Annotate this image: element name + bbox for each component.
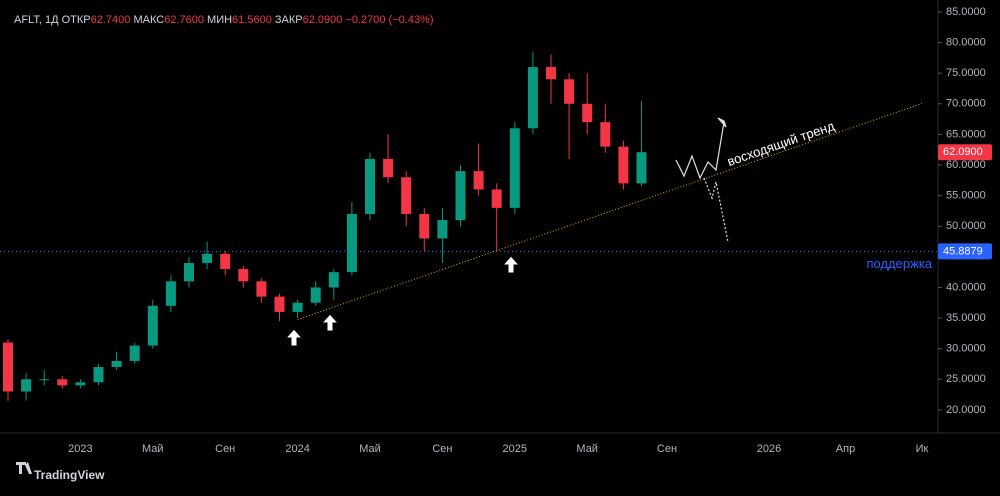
candle-body (328, 272, 339, 288)
up-arrow (320, 313, 340, 332)
close-value: 62.0900 (303, 14, 343, 26)
candle-body (57, 379, 68, 386)
open-label: ОТКР (62, 14, 91, 26)
marker-arrows (284, 255, 521, 347)
y-tick-label: 80.0000 (946, 36, 986, 48)
candle-body (600, 122, 611, 147)
x-tick-label: Сен (215, 443, 235, 455)
x-tick-label: 2024 (285, 443, 309, 455)
candle-body (618, 146, 629, 184)
y-tick-label: 55.0000 (946, 190, 986, 202)
candle-body (546, 67, 556, 80)
low-label: МИН (207, 14, 232, 26)
x-tick-label: Май (576, 443, 598, 455)
change: −0.2700 (−0.43%) (345, 14, 433, 26)
open-value: 62.7400 (91, 14, 131, 26)
candle-body (419, 213, 430, 239)
candle-body (401, 177, 412, 214)
candle-body (93, 367, 104, 383)
high-label: МАКС (133, 14, 164, 26)
y-tick-label: 50.0000 (946, 220, 986, 232)
candle-body (274, 296, 285, 312)
candle-body (220, 253, 231, 270)
x-tick-label: 2026 (757, 443, 781, 455)
candle-body (238, 269, 249, 282)
y-tick-label: 85.0000 (946, 6, 986, 18)
up-arrow (501, 255, 521, 274)
x-tick-label: Сен (657, 443, 677, 455)
y-tick-label: 65.0000 (946, 128, 986, 140)
y-tick-label: 70.0000 (946, 98, 986, 110)
x-tick-label: Май (359, 443, 381, 455)
x-tick-label: 2023 (68, 443, 92, 455)
x-tick-label: Сен (432, 443, 452, 455)
candle-body (473, 171, 484, 190)
candle-body (527, 67, 538, 129)
y-tick-label: 25.0000 (946, 373, 986, 385)
high-value: 62.7600 (164, 14, 204, 26)
header: AFLT, 1Д ОТКР62.7400 МАКС62.7600 МИН61.5… (14, 14, 434, 26)
candle-body (437, 220, 448, 239)
logo (16, 462, 32, 474)
candle-body (165, 281, 176, 306)
candle-body (147, 305, 158, 346)
candle-body (39, 379, 50, 381)
brand: TradingView (34, 468, 105, 482)
y-tick-label: 40.0000 (946, 281, 986, 293)
candle-body (256, 281, 267, 297)
y-tick-label: 75.0000 (946, 67, 986, 79)
candle-body (111, 360, 122, 368)
candle-body (582, 103, 593, 123)
y-tick-label: 60.0000 (946, 159, 986, 171)
candle-body (636, 152, 647, 184)
low-value: 61.5600 (232, 14, 272, 26)
x-tick-label: Май (142, 443, 164, 455)
candle-body (346, 213, 357, 273)
support-name: поддержка (866, 256, 932, 271)
trendline (297, 102, 923, 321)
candle-body (310, 287, 321, 303)
candle-body (3, 342, 13, 392)
symbol: AFLT, 1Д (14, 14, 59, 26)
close-label: ЗАКР (275, 14, 303, 26)
candle-body (509, 128, 520, 208)
projection-up-head (717, 117, 727, 128)
price-tag (938, 144, 992, 161)
candle-body (202, 253, 213, 263)
y-tick-label: 20.0000 (946, 404, 986, 416)
y-tick-label: 30.0000 (946, 343, 986, 355)
y-tick-label: 35.0000 (946, 312, 986, 324)
price-tag-label: 62.0900 (943, 146, 983, 158)
projection-down (703, 177, 729, 243)
price-tag (938, 243, 992, 260)
candle-body (184, 262, 194, 282)
candle-body (21, 379, 32, 392)
candle-body (455, 171, 466, 221)
up-arrow (284, 328, 304, 347)
x-tick-label: Апр (836, 443, 855, 455)
candle-body (564, 79, 575, 104)
price-tag-label: 45.8879 (943, 245, 983, 257)
candle-body (491, 189, 502, 208)
candle-body (383, 158, 394, 178)
projection (675, 117, 729, 243)
projection-up (675, 121, 725, 180)
candle-body (75, 382, 86, 386)
candle-body (365, 158, 375, 214)
candle-body (129, 345, 140, 361)
candle-body (292, 302, 303, 312)
x-tick-label: Ик (916, 443, 929, 455)
x-tick-label: 2025 (503, 443, 527, 455)
